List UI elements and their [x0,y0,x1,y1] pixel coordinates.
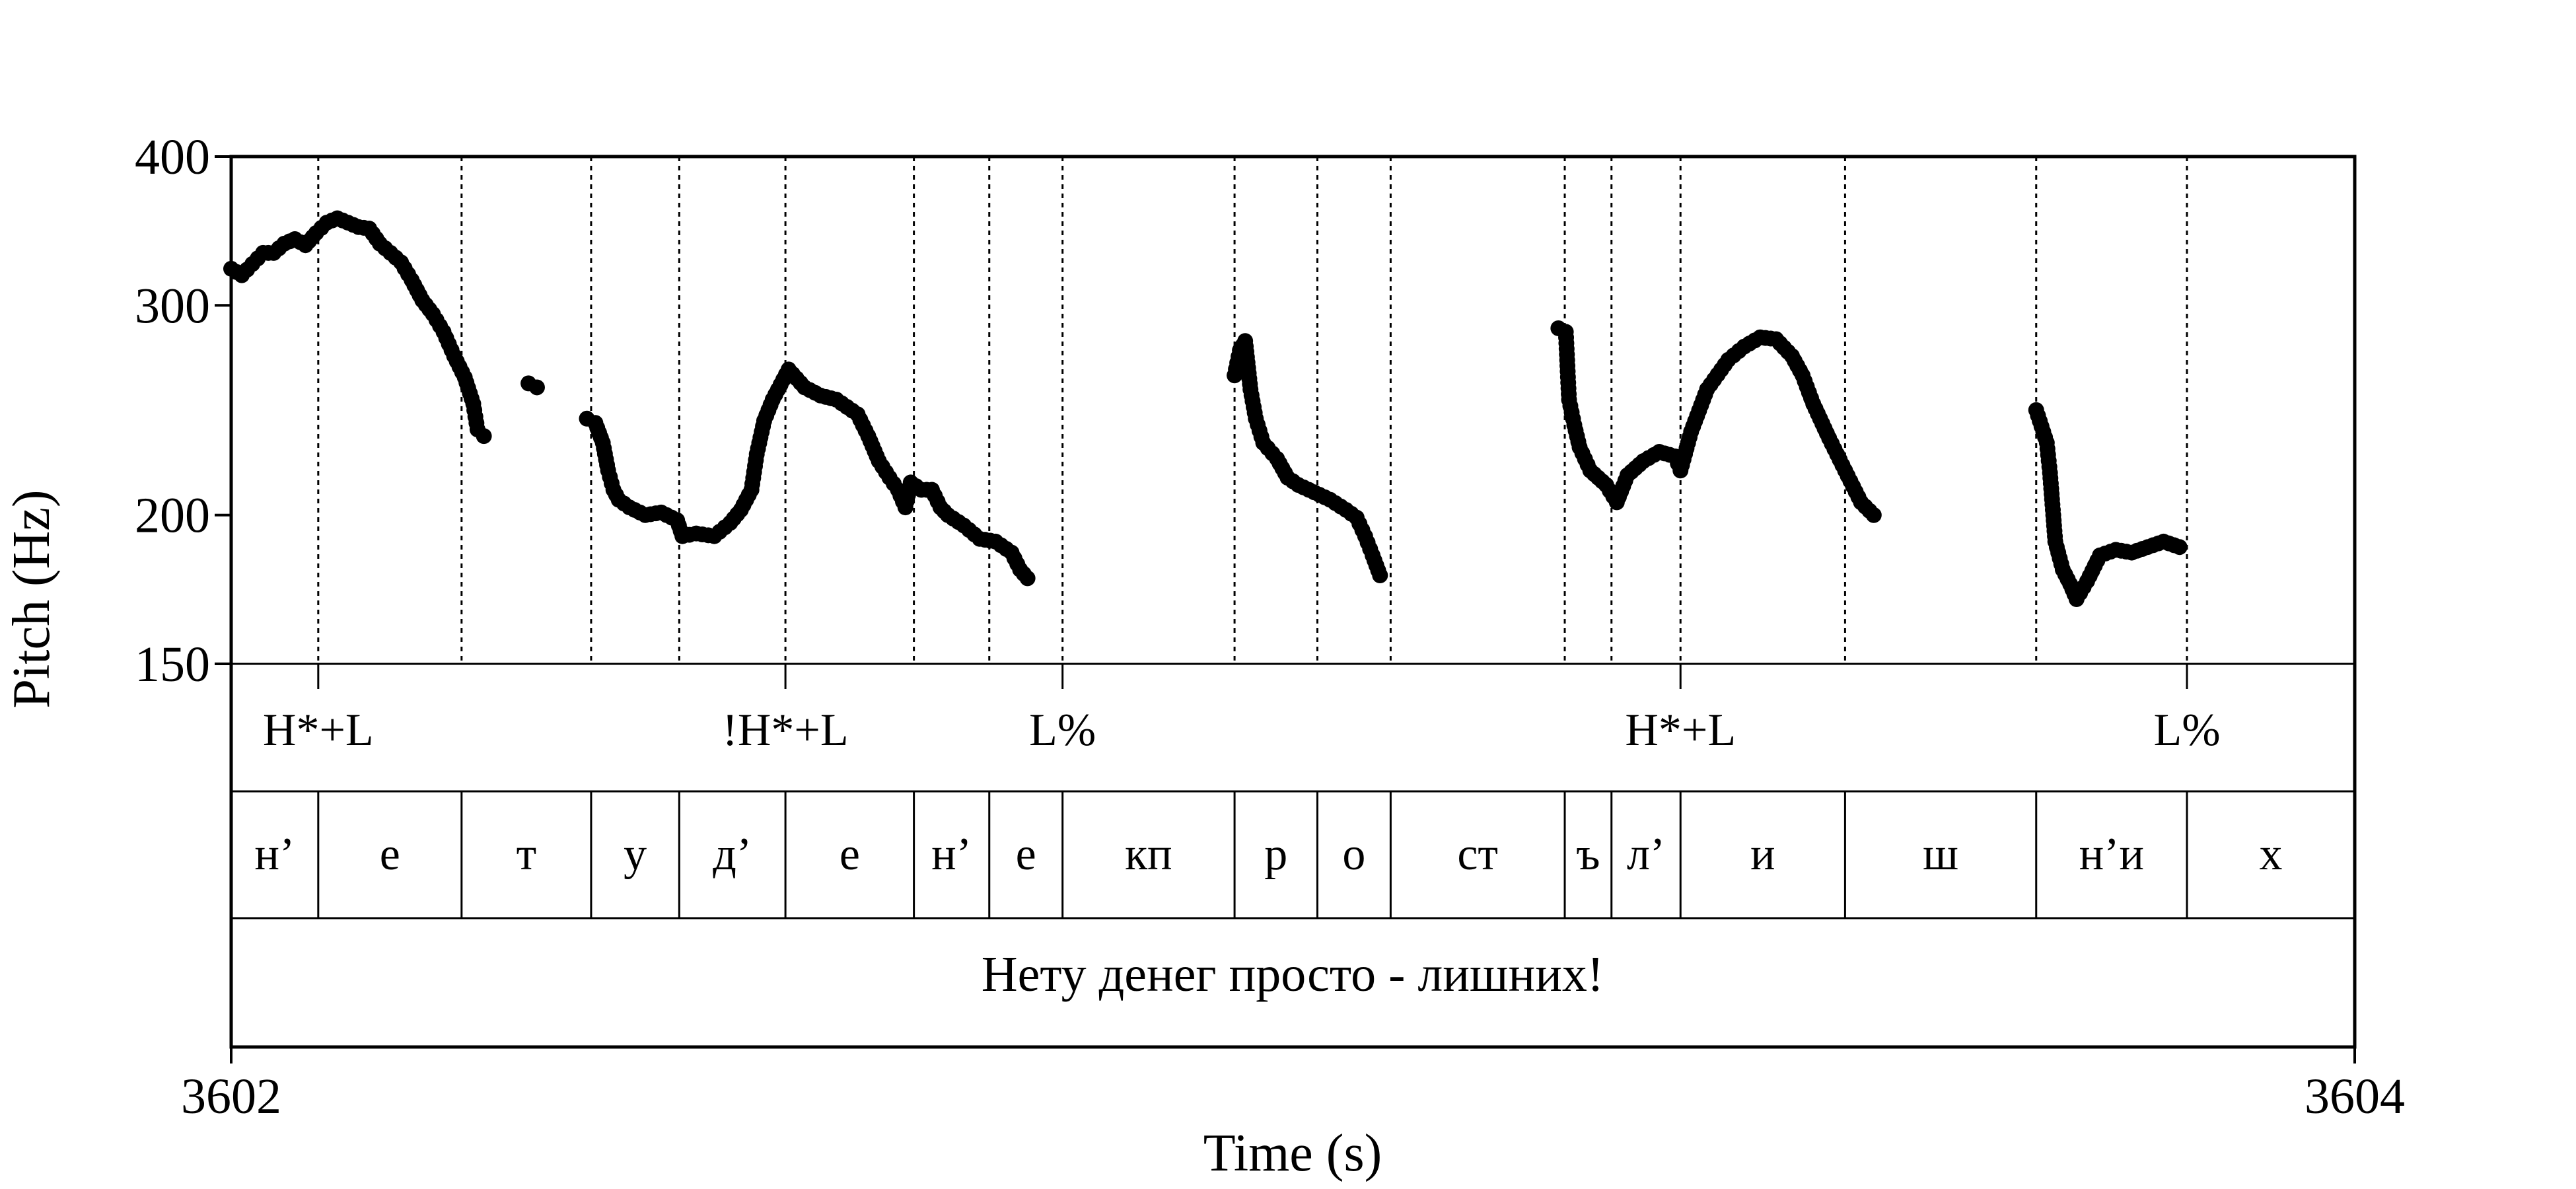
tone-label: H*+L [1625,705,1736,756]
plot-frame [229,155,2357,1049]
x-tick-label: 3604 [2305,1069,2405,1124]
y-tick-label: 400 [135,129,210,185]
segment-label: ст [1457,829,1498,880]
segment-label: о [1342,829,1365,880]
segment-label: т [517,829,537,880]
pitch-track-2 [520,375,545,396]
pitch-track-5 [1550,320,1882,523]
tone-label: L% [1029,705,1096,756]
segment-label: н’ [255,829,295,880]
pitch-track-4 [1227,333,1388,583]
segment-label: х [2260,829,2283,880]
segment-label: кп [1125,829,1172,880]
segment-label: е [380,829,400,880]
x-tick-label: 3602 [181,1069,281,1124]
segment-label: е [840,829,860,880]
pitch-point [476,428,492,445]
annotation-tiers: H*+L !H*+L L% H*+L L%н’ е т у д’ е н’ е кп р о ст ъ л’ и ш н… [255,664,2283,918]
pitch-point [1019,570,1036,587]
pitch-point [2171,539,2188,556]
segment-label: р [1264,829,1287,880]
pitch-track-6 [2028,402,2188,607]
segment-label: д’ [713,829,752,880]
segments-tier: н’ е т у д’ е н’ е кп р о ст ъ л’ и ш н’и х [255,791,2283,918]
tones-tier: H*+L !H*+L L% H*+L L% [263,664,2221,756]
segment-label: н’и [2079,829,2144,880]
tone-label: L% [2153,705,2220,756]
sentence-tier-text: Нету денег просто - лишних! [982,947,1604,1002]
y-tick-label: 300 [135,278,210,334]
segment-label: ш [1923,829,1958,880]
segment-label: н’ [931,829,972,880]
plot-border [229,155,2357,1049]
pitch-track-1 [223,210,492,445]
segment-label: е [1016,829,1036,880]
pitch-points [223,210,2188,607]
y-axis-title: Pitch (Hz) [3,489,61,708]
x-axis-title: Time (s) [1203,1124,1382,1182]
tone-label: !H*+L [723,705,849,756]
segment-label: у [624,829,647,880]
segment-label: ъ [1576,829,1600,880]
pitch-point [1372,567,1388,583]
segment-label: и [1750,829,1775,880]
pitch-point [528,379,545,396]
pitch-track-3 [579,361,1036,587]
y-tick-label: 200 [135,488,210,544]
segment-label: л’ [1627,829,1665,880]
axis-ticks: 400 300 200 150 3602 3604 [135,129,2405,1124]
y-tick-label: 150 [135,637,210,692]
tone-label: H*+L [263,705,374,756]
pitch-point [1865,507,1882,523]
